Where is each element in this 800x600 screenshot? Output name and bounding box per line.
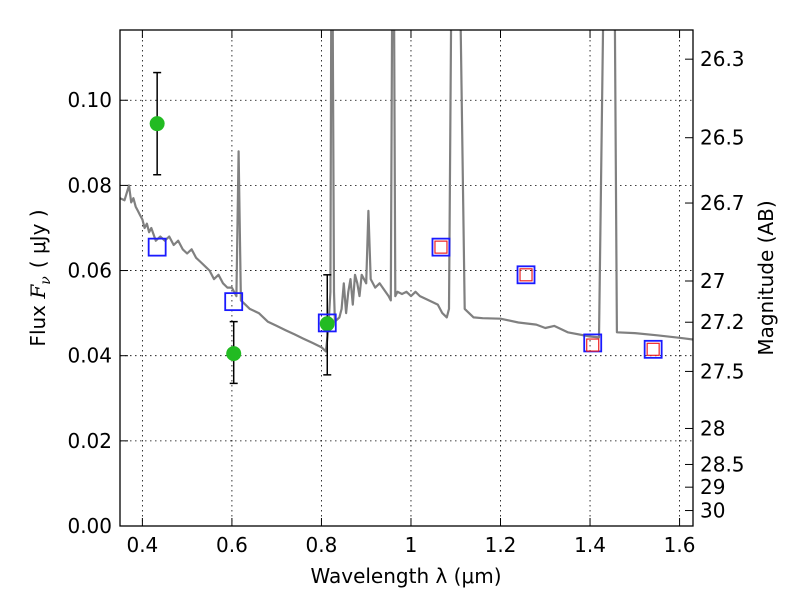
model-flux-square-red — [434, 240, 448, 254]
x-tick-label: 0.8 — [306, 533, 338, 557]
y2-tick-label: 27.5 — [700, 359, 745, 383]
y2-tick-label: 28 — [700, 416, 725, 440]
x-tick-label: 1.4 — [574, 533, 606, 557]
y-axis-label-symbol: F — [26, 284, 50, 300]
y-tick-label: 0.00 — [67, 514, 112, 538]
y2-tick-label: 27 — [700, 269, 725, 293]
y-axis-label: Flux Fν ( μJy ) — [26, 209, 54, 346]
x-tick-label: 1 — [405, 533, 418, 557]
y-tick-label: 0.04 — [67, 344, 112, 368]
x-tick-label: 1.2 — [485, 533, 517, 557]
y2-tick-label: 26.7 — [700, 191, 745, 215]
y-tick-label: 0.08 — [67, 173, 112, 197]
y-tick-label: 0.06 — [67, 259, 112, 283]
y-axis-label-unit: ( μJy ) — [26, 209, 50, 268]
y-axis-label-subscript: ν — [38, 276, 54, 285]
x-tick-label: 0.6 — [216, 533, 248, 557]
x-axis-label: Wavelength λ (μm) — [310, 564, 501, 588]
x-tick-label: 0.4 — [126, 533, 158, 557]
model-flux-square-red — [646, 342, 660, 356]
y2-tick-label: 30 — [700, 499, 725, 523]
x-tick-label: 1.6 — [664, 533, 696, 557]
observed-flux-point — [149, 116, 165, 132]
y-tick-label: 0.02 — [67, 429, 112, 453]
grid-lines — [120, 30, 693, 527]
model-flux-square-blue — [147, 237, 167, 257]
observed-flux-point — [226, 346, 242, 362]
axis-ticks: 0.4 0.6 0.8 1 1.2 1.4 1.6 0.00 0.02 0.04 0.06 0.08 0… — [67, 30, 745, 557]
observed-flux-point — [319, 316, 335, 332]
y2-tick-label: 29 — [700, 475, 725, 499]
series-layer — [120, 30, 693, 353]
model-flux-square-blue — [431, 237, 451, 257]
markers-layer — [147, 71, 663, 385]
y-axis-label-prefix: Flux — [26, 299, 50, 347]
y2-tick-label: 28.5 — [700, 452, 745, 476]
model-flux-square-blue — [317, 313, 337, 333]
model-flux-square-blue — [516, 265, 536, 285]
y2-axis-label: Magnitude (AB) — [754, 200, 778, 355]
plot-area — [120, 30, 693, 353]
plot-frame — [119, 29, 694, 527]
model-flux-square-blue — [643, 339, 663, 359]
y2-tick-label: 26.5 — [700, 126, 745, 150]
sed-model-line — [120, 30, 693, 353]
model-flux-square-red — [519, 268, 533, 282]
y-tick-label: 0.10 — [67, 88, 112, 112]
y2-tick-label: 26.3 — [700, 47, 745, 71]
model-flux-square-blue — [224, 292, 244, 312]
y2-tick-label: 27.2 — [700, 310, 745, 334]
model-flux-square-red — [586, 338, 600, 352]
